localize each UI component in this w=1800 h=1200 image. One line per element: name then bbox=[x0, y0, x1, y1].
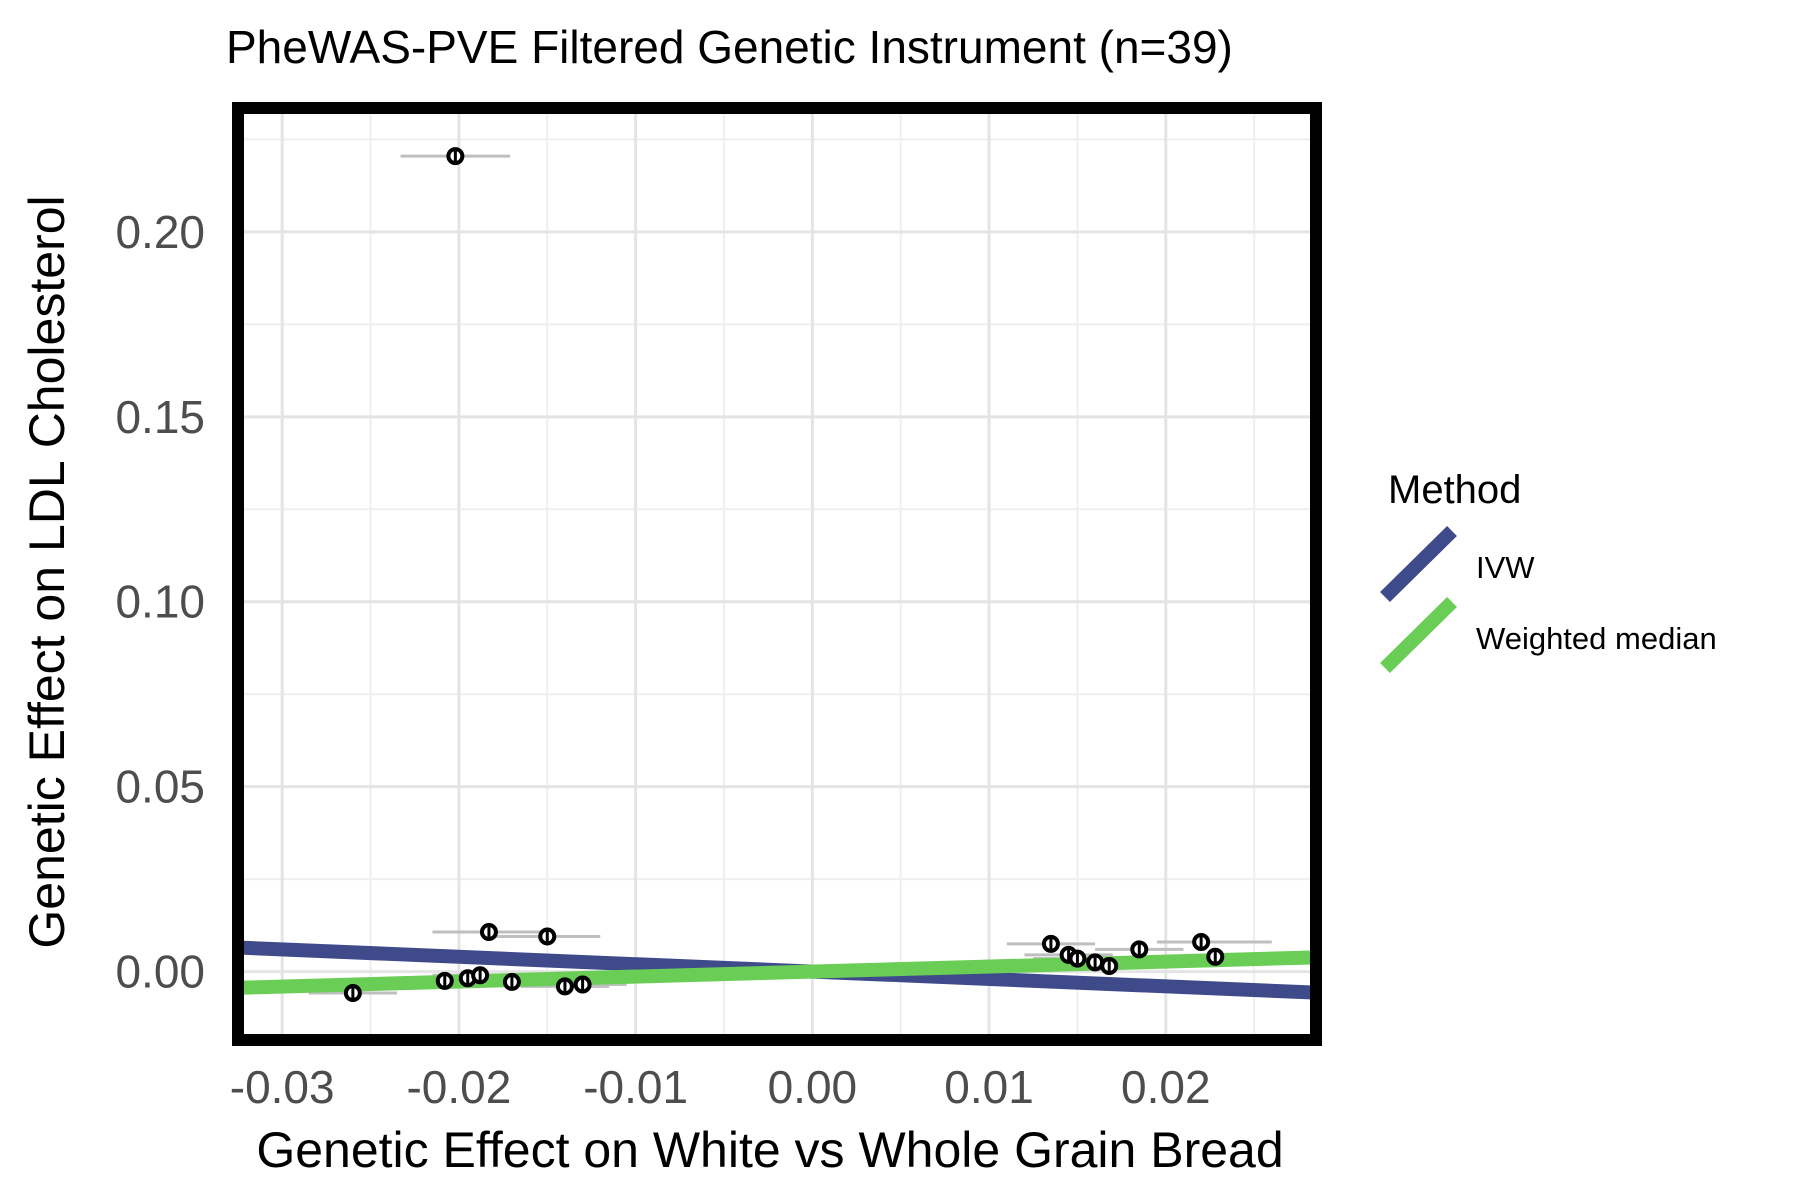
x-tick-label: 0.02 bbox=[1121, 1061, 1211, 1113]
x-tick-label: -0.03 bbox=[230, 1061, 335, 1113]
x-tick-label: 0.00 bbox=[768, 1061, 858, 1113]
legend-label: Weighted median bbox=[1476, 621, 1717, 656]
legend-key-weighted-median bbox=[1380, 597, 1457, 673]
legend-label: IVW bbox=[1476, 550, 1535, 585]
x-axis-label: Genetic Effect on White vs Whole Grain B… bbox=[256, 1122, 1283, 1178]
legend: Method IVW Weighted median bbox=[1380, 468, 1717, 673]
x-tick-label: -0.01 bbox=[583, 1061, 688, 1113]
y-tick-label: 0.10 bbox=[115, 576, 205, 628]
regression-line-weighted-median bbox=[238, 950, 1316, 995]
x-tick-label: 0.01 bbox=[944, 1061, 1034, 1113]
plot-area: -0.03 -0.02 -0.01 0.00 0.01 0.02 0.00 0.05 0.10 0… bbox=[115, 102, 1322, 1113]
y-axis-label: Genetic Effect on LDL Cholesterol bbox=[19, 195, 75, 948]
chart-title: PheWAS-PVE Filtered Genetic Instrument (… bbox=[226, 21, 1233, 73]
y-tick-label: 0.15 bbox=[115, 391, 205, 443]
legend-title: Method bbox=[1388, 468, 1521, 512]
x-tick-label: -0.02 bbox=[406, 1061, 511, 1113]
y-tick-label: 0.20 bbox=[115, 206, 205, 258]
plot-border bbox=[232, 102, 1322, 1046]
legend-key-ivw bbox=[1380, 526, 1457, 602]
y-tick-label: 0.00 bbox=[115, 946, 205, 998]
y-tick-label: 0.05 bbox=[115, 761, 205, 813]
